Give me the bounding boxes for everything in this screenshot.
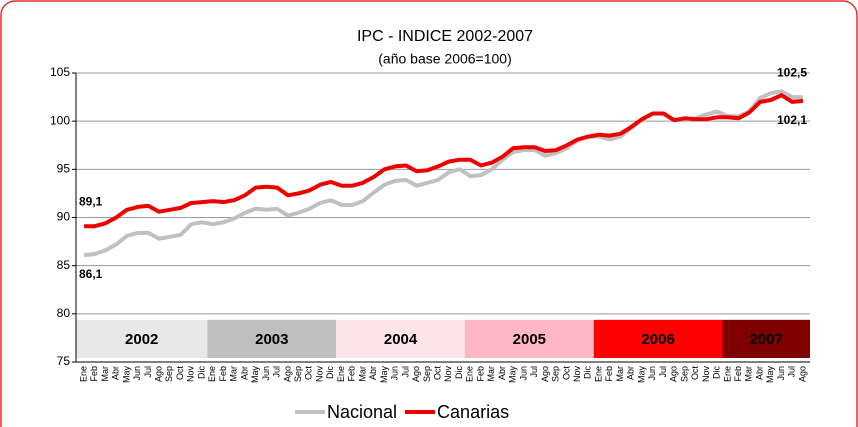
x-tick-label: Abr: [239, 366, 249, 380]
x-tick-label: Sep: [422, 366, 432, 382]
x-tick-label: Nov: [701, 366, 711, 383]
x-tick-label: Abr: [111, 366, 121, 380]
x-tick-label: Jul: [529, 366, 539, 378]
x-tick-label: May: [379, 366, 389, 384]
x-tick-label: Oct: [561, 366, 571, 381]
series-line: [84, 93, 804, 229]
year-band: [593, 319, 723, 358]
x-tick-label: Oct: [175, 366, 185, 381]
x-tick-label: Mar: [615, 366, 625, 382]
x-tick-label: Nov: [443, 366, 453, 383]
y-tick-label: 90: [57, 210, 71, 224]
x-tick-label: May: [765, 366, 775, 384]
value-label: 89,1: [79, 194, 103, 208]
x-tick-label: Dic: [325, 366, 335, 379]
x-tick-label: Mar: [229, 366, 239, 382]
year-band: [464, 319, 594, 358]
x-tick-label: Ago: [153, 366, 163, 382]
value-label: 86,1: [79, 267, 103, 281]
chart-subtitle: (año base 2006=100): [378, 51, 512, 67]
y-tick-label: 80: [57, 306, 71, 320]
x-tick-label: Jul: [658, 366, 668, 378]
x-tick-label: Ago: [669, 366, 679, 382]
x-tick-label: Mar: [357, 366, 367, 382]
x-tick-label: Ene: [465, 366, 475, 382]
year-band: [76, 319, 208, 358]
x-tick-label: Jun: [132, 366, 142, 381]
x-tick-label: Feb: [347, 366, 357, 382]
value-label: 102,1: [777, 113, 807, 127]
x-tick-label: Ene: [207, 366, 217, 382]
year-band: [336, 319, 465, 358]
x-tick-label: Ago: [797, 366, 807, 382]
x-tick-label: Sep: [551, 366, 561, 382]
x-tick-label: Dic: [196, 366, 206, 379]
y-tick-label: 75: [57, 354, 71, 368]
x-tick-label: Jun: [390, 366, 400, 381]
x-tick-label: Jun: [776, 366, 786, 381]
x-tick-label: Ene: [593, 366, 603, 382]
year-label: 2003: [255, 331, 288, 348]
x-tick-label: Nov: [572, 366, 582, 383]
x-tick-label: Jun: [518, 366, 528, 381]
x-tick-label: Jun: [261, 366, 271, 381]
year-label: 2006: [641, 331, 674, 348]
x-tick-label: Sep: [164, 366, 174, 382]
x-tick-label: Jun: [647, 366, 657, 381]
x-tick-label: Nov: [186, 366, 196, 383]
year-label: 2005: [513, 331, 546, 348]
x-tick-label: Mar: [744, 366, 754, 382]
y-tick-label: 100: [50, 113, 70, 127]
year-label: 2002: [125, 331, 158, 348]
x-tick-label: Mar: [100, 366, 110, 382]
x-tick-label: Feb: [475, 366, 485, 382]
x-tick-label: Feb: [604, 366, 614, 382]
x-tick-label: Jul: [400, 366, 410, 378]
x-tick-label: Ene: [722, 366, 732, 382]
y-tick-label: 95: [57, 162, 71, 176]
x-tick-label: May: [508, 366, 518, 384]
year-label: 2004: [384, 331, 418, 348]
x-tick-label: Sep: [293, 366, 303, 382]
x-tick-label: Dic: [583, 366, 593, 379]
x-tick-label: Oct: [433, 366, 443, 381]
year-band: [207, 319, 337, 358]
x-tick-label: Jul: [787, 366, 797, 378]
x-tick-label: Mar: [486, 366, 496, 382]
x-tick-label: Oct: [304, 366, 314, 381]
value-label: 102,5: [777, 65, 807, 79]
y-tick-label: 85: [57, 258, 71, 272]
x-tick-label: Ago: [540, 366, 550, 382]
x-tick-label: Abr: [368, 366, 378, 380]
year-band: [722, 319, 810, 358]
legend-label: Canarias: [437, 402, 509, 422]
x-tick-label: May: [250, 366, 260, 384]
x-tick-label: Feb: [89, 366, 99, 382]
x-tick-label: May: [636, 366, 646, 384]
x-tick-label: Feb: [733, 366, 743, 382]
x-tick-label: Abr: [497, 366, 507, 380]
year-label: 2007: [750, 331, 783, 348]
x-tick-label: Ene: [78, 366, 88, 382]
x-tick-label: Dic: [712, 366, 722, 379]
x-tick-label: Nov: [314, 366, 324, 383]
x-tick-label: Ene: [336, 366, 346, 382]
x-tick-label: Jul: [272, 366, 282, 378]
x-tick-label: Abr: [626, 366, 636, 380]
x-tick-label: Dic: [454, 366, 464, 379]
x-tick-label: Ago: [282, 366, 292, 382]
x-tick-label: Jul: [143, 366, 153, 378]
x-tick-label: Feb: [218, 366, 228, 382]
x-tick-label: May: [121, 366, 131, 384]
x-tick-label: Abr: [754, 366, 764, 380]
x-tick-label: Oct: [690, 366, 700, 381]
chart-title: IPC - INDICE 2002-2007: [357, 28, 533, 45]
x-tick-label: Ago: [411, 366, 421, 382]
legend-label: Nacional: [327, 402, 397, 422]
y-tick-label: 105: [50, 65, 70, 79]
x-tick-label: Sep: [679, 366, 689, 382]
